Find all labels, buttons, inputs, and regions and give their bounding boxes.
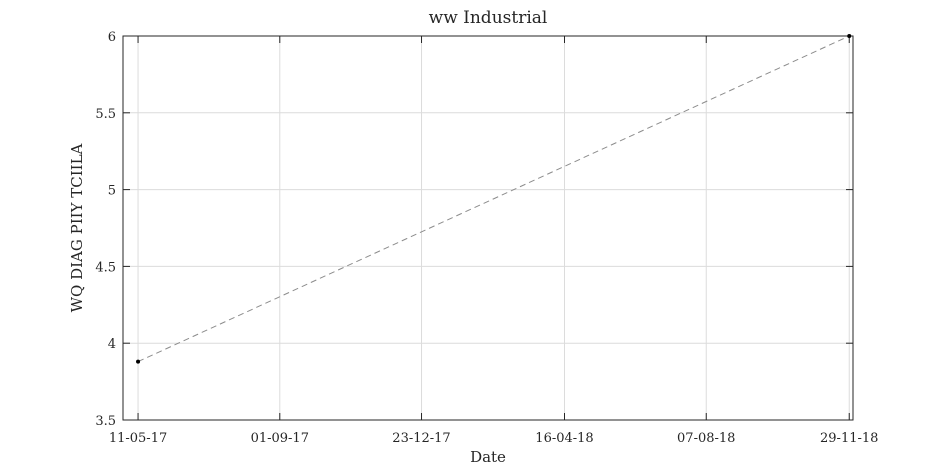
axis-ticks: 11-05-17 01-09-17 23-12-17 16-04-18 07-08-18…: [95, 30, 878, 446]
grid: [123, 35, 853, 421]
x-tick-label: 23-12-17: [392, 431, 450, 446]
chart-title: ww Industrial: [429, 8, 548, 28]
y-tick-label: 5.5: [95, 107, 116, 122]
y-tick-label: 3.5: [95, 414, 116, 429]
y-tick-label: 4.5: [95, 260, 116, 275]
x-tick-label: 16-04-18: [535, 431, 593, 446]
x-tick-label: 07-08-18: [677, 431, 735, 446]
y-tick-label: 6: [108, 30, 116, 45]
plot-area-frame: [122, 35, 854, 421]
x-axis-label: Date: [470, 448, 506, 466]
x-tick-label: 29-11-18: [820, 431, 878, 446]
data-point: [847, 34, 852, 38]
x-tick-label: 11-05-17: [109, 431, 167, 446]
y-axis-label: WQ DIAG PIIY TCIILA: [68, 143, 86, 312]
y-tick-label: 4: [108, 337, 116, 352]
series-line: [137, 35, 850, 363]
series-layer: [136, 34, 852, 364]
data-point: [136, 359, 141, 364]
x-tick-label: 01-09-17: [251, 431, 309, 446]
y-tick-label: 5: [108, 184, 116, 199]
